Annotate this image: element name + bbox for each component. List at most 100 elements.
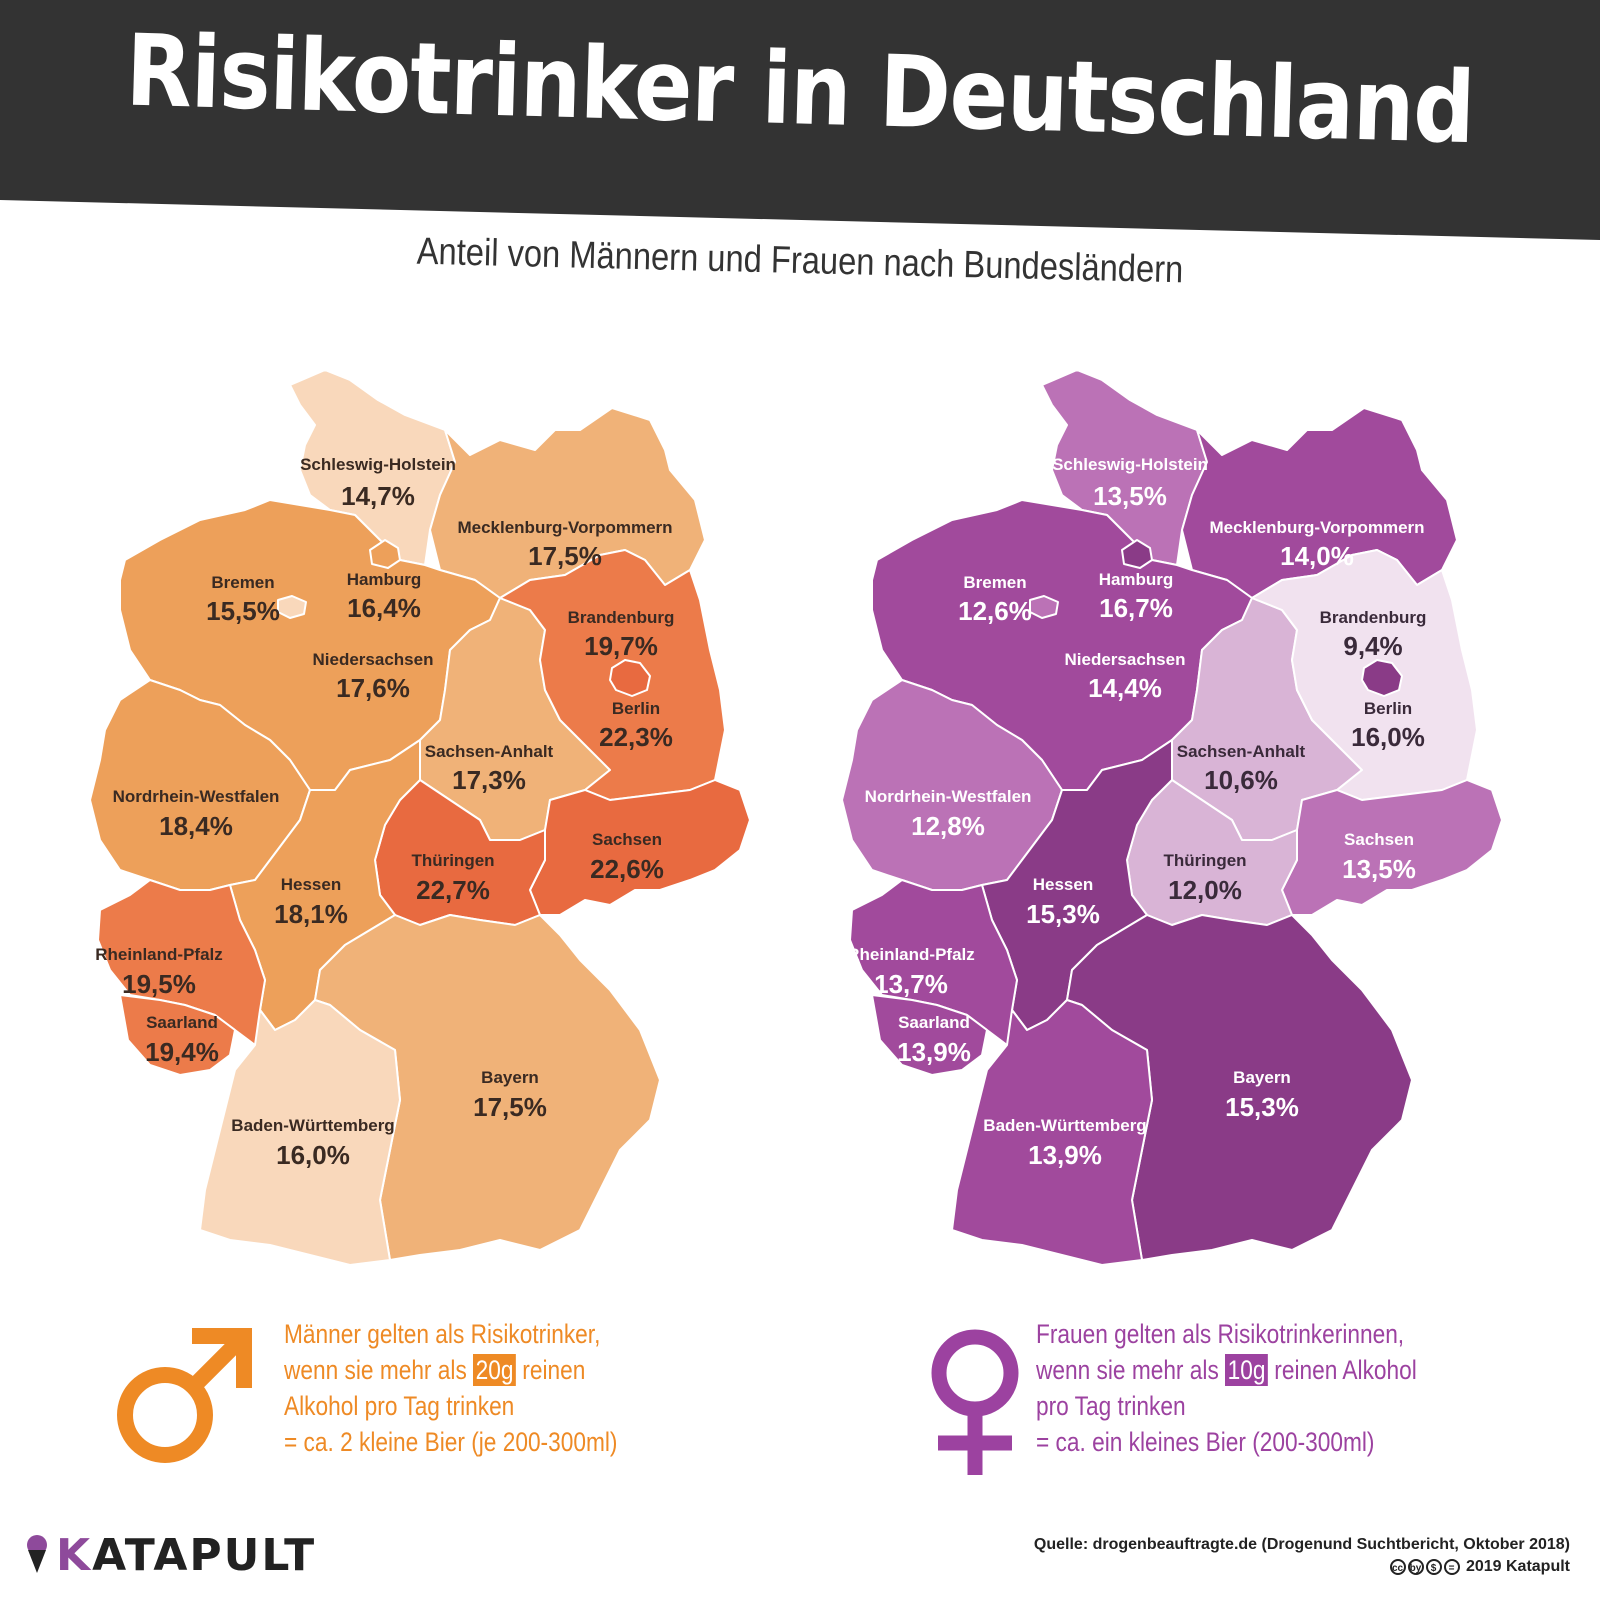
women-label-name: Mecklenburg-Vorpommern xyxy=(1209,518,1424,537)
women-label-name: Hamburg xyxy=(1099,570,1174,589)
women-map-labels: Schleswig-Holstein 13,5% Mecklenburg-Vor… xyxy=(847,455,1426,1170)
men-label-value: 22,7% xyxy=(416,875,490,905)
men-label-name: Saarland xyxy=(146,1013,218,1032)
women-label-value: 13,5% xyxy=(1093,481,1167,511)
men-label-value: 18,4% xyxy=(159,811,233,841)
men-map-regions xyxy=(89,369,751,1266)
men-label-name: Bayern xyxy=(481,1068,539,1087)
men-label-name: Bremen xyxy=(211,573,274,592)
female-symbol-icon xyxy=(931,1329,1019,1475)
cc-nc-icon: $ xyxy=(1425,1558,1442,1575)
men-label-value: 17,3% xyxy=(452,765,526,795)
men-definition-line1: Männer gelten als Risikotrinker, xyxy=(284,1319,601,1349)
men-label-name: Schleswig-Holstein xyxy=(300,455,456,474)
men-label-value: 22,3% xyxy=(599,722,673,752)
women-label-name: Sachsen-Anhalt xyxy=(1177,742,1306,761)
men-label-name: Berlin xyxy=(612,699,660,718)
cc-by-icon: by xyxy=(1407,1558,1424,1575)
region-sachsen xyxy=(529,779,751,916)
women-label-name: Nordrhein-Westfalen xyxy=(865,787,1032,806)
men-label-value: 14,7% xyxy=(341,481,415,511)
women-label-name: Hessen xyxy=(1033,875,1093,894)
men-label-value: 19,4% xyxy=(145,1037,219,1067)
men-label-value: 17,5% xyxy=(528,541,602,571)
men-label-name: Hessen xyxy=(281,875,341,894)
men-label-value: 15,5% xyxy=(206,596,280,626)
women-definition-line1: Frauen gelten als Risikotrinkerinnen, xyxy=(1036,1319,1405,1349)
women-label-name: Bayern xyxy=(1233,1068,1291,1087)
cc-icon: cc xyxy=(1389,1558,1406,1575)
men-label-value: 17,6% xyxy=(336,673,410,703)
logo-letter: K xyxy=(56,1530,93,1581)
women-label-name: Saarland xyxy=(898,1013,970,1032)
source-note: Quelle: drogenbeauftragte.de (Drogenund … xyxy=(1034,1534,1570,1578)
women-label-value: 15,3% xyxy=(1026,899,1100,929)
title-banner xyxy=(0,0,1600,240)
women-label-name: Brandenburg xyxy=(1320,608,1427,627)
men-label-value: 19,7% xyxy=(584,631,658,661)
women-label-value: 9,4% xyxy=(1343,631,1402,661)
women-label-value: 16,7% xyxy=(1099,593,1173,623)
copyright-text: 2019 Katapult xyxy=(1465,1558,1570,1575)
women-label-value: 14,4% xyxy=(1088,673,1162,703)
men-label-name: Mecklenburg-Vorpommern xyxy=(457,518,672,537)
region-saarland xyxy=(119,994,236,1076)
women-label-name: Schleswig-Holstein xyxy=(1052,455,1208,474)
men-label-name: Niedersachsen xyxy=(313,650,434,669)
region-baden-wuerttemberg xyxy=(951,999,1153,1266)
region-sachsen xyxy=(1281,779,1503,916)
women-label-value: 14,0% xyxy=(1280,541,1354,571)
women-label-name: Baden-Württemberg xyxy=(983,1116,1146,1135)
women-definition: Frauen gelten als Risikotrinkerinnen, we… xyxy=(1036,1316,1417,1460)
women-label-value: 16,0% xyxy=(1351,722,1425,752)
men-definition-line4: = ca. 2 kleine Bier (je 200-300ml) xyxy=(284,1427,618,1457)
women-label-name: Thüringen xyxy=(1163,851,1246,870)
men-map-labels: Schleswig-Holstein 14,7% Mecklenburg-Vor… xyxy=(95,455,674,1170)
men-definition-line2: wenn sie mehr als 20g reinen xyxy=(284,1354,586,1386)
men-definition-line3: Alkohol pro Tag trinken xyxy=(284,1391,515,1421)
men-definition: Männer gelten als Risikotrinker, wenn si… xyxy=(284,1316,617,1460)
women-label-value: 13,5% xyxy=(1342,854,1416,884)
men-threshold-badge: 20g xyxy=(473,1354,516,1386)
men-label-value: 18,1% xyxy=(274,899,348,929)
women-definition-line4: = ca. ein kleines Bier (200-300ml) xyxy=(1036,1427,1375,1457)
women-label-name: Sachsen xyxy=(1344,830,1414,849)
katapult-logo: KATAPULT xyxy=(24,1530,316,1581)
women-label-value: 13,7% xyxy=(874,969,948,999)
men-label-name: Hamburg xyxy=(347,570,422,589)
men-label-name: Rheinland-Pfalz xyxy=(95,945,223,964)
women-label-value: 15,3% xyxy=(1225,1092,1299,1122)
women-label-value: 12,8% xyxy=(911,811,985,841)
men-label-value: 16,0% xyxy=(276,1140,350,1170)
men-label-name: Nordrhein-Westfalen xyxy=(113,787,280,806)
women-label-name: Bremen xyxy=(963,573,1026,592)
women-definition-line2: wenn sie mehr als 10g reinen Alkohol xyxy=(1036,1354,1417,1386)
men-map: Schleswig-Holstein 14,7% Mecklenburg-Vor… xyxy=(89,369,751,1266)
region-hamburg xyxy=(1121,539,1153,569)
cc-nd-icon: = xyxy=(1443,1558,1460,1575)
logo-rest: ATAPULT xyxy=(92,1530,317,1581)
women-label-name: Niedersachsen xyxy=(1065,650,1186,669)
men-label-value: 19,5% xyxy=(122,969,196,999)
men-label-name: Brandenburg xyxy=(568,608,675,627)
men-label-name: Thüringen xyxy=(411,851,494,870)
women-label-value: 12,0% xyxy=(1168,875,1242,905)
source-line: Quelle: drogenbeauftragte.de (Drogenund … xyxy=(1033,1536,1570,1553)
women-label-value: 13,9% xyxy=(1028,1140,1102,1170)
men-label-value: 17,5% xyxy=(473,1092,547,1122)
region-berlin xyxy=(1361,659,1403,697)
women-map: Schleswig-Holstein 13,5% Mecklenburg-Vor… xyxy=(841,369,1503,1266)
banner-shape xyxy=(0,0,1600,240)
license-line: cc by $ = 2019 Katapult xyxy=(1034,1556,1570,1578)
region-berlin xyxy=(609,659,651,697)
region-bremen xyxy=(277,595,307,619)
men-label-name: Sachsen-Anhalt xyxy=(425,742,554,761)
women-label-value: 12,6% xyxy=(958,596,1032,626)
male-symbol-icon xyxy=(117,1328,252,1463)
men-label-name: Baden-Württemberg xyxy=(231,1116,394,1135)
women-label-name: Rheinland-Pfalz xyxy=(847,945,975,964)
region-baden-wuerttemberg xyxy=(199,999,401,1266)
women-label-name: Berlin xyxy=(1364,699,1412,718)
women-label-value: 13,9% xyxy=(897,1037,971,1067)
men-label-value: 22,6% xyxy=(590,854,664,884)
